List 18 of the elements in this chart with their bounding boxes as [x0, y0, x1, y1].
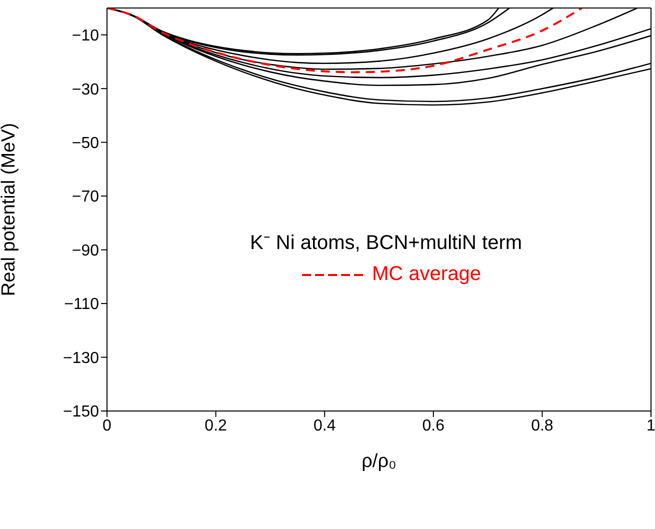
- x-tick-label: 1: [646, 417, 655, 434]
- x-tick-label: 0.6: [422, 417, 445, 434]
- x-tick-label: 0.2: [204, 417, 228, 434]
- y-tick-label: −90: [72, 242, 100, 260]
- y-tick-label: −130: [62, 350, 100, 367]
- x-tick-label: 0.8: [531, 417, 554, 434]
- y-tick-label: −30: [72, 81, 100, 98]
- y-tick-label: −70: [72, 188, 100, 206]
- x-tick-label: 0.4: [313, 417, 336, 434]
- y-axis-title: Real potential (MeV): [0, 122, 20, 296]
- x-tick-label: 0: [102, 417, 112, 434]
- y-tick-label: −150: [62, 404, 100, 421]
- y-tick-label: −50: [72, 135, 100, 152]
- x-axis-title: ρ/ρ₀: [362, 451, 396, 472]
- y-tick-label: −110: [64, 296, 100, 314]
- legend-title: K⁻ Ni atoms, BCN+multiN term: [250, 231, 524, 255]
- legend-label: MC average: [372, 263, 481, 286]
- y-tick-label: −10: [72, 28, 100, 45]
